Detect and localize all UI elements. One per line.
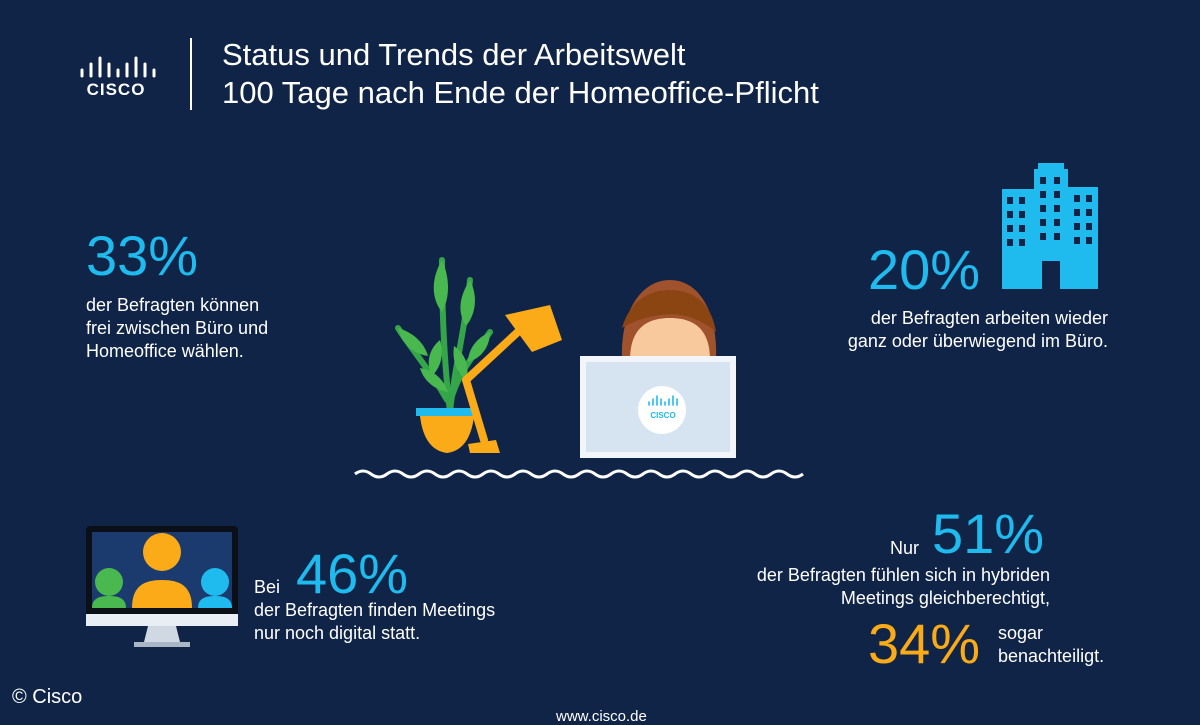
copyright-text: © Cisco [12, 686, 83, 708]
stat-51-text: der Befragten fühlen sich in hybriden Me… [690, 564, 1050, 610]
stat-33-value: 33% [86, 224, 199, 287]
stat-46-text: der Befragten finden Meetings nur noch d… [254, 599, 495, 645]
plant-icon [395, 257, 493, 453]
desk-lamp-icon [462, 305, 562, 453]
cisco-logo-text: CISCO [86, 80, 146, 99]
stat-46-prefix: Bei [254, 577, 281, 597]
stat-46-value: 46% [296, 542, 409, 605]
stat-51-line: Meetings gleichberechtigt, [840, 588, 1050, 608]
header-divider [190, 38, 192, 110]
desk-wave [354, 469, 804, 479]
video-meeting-monitor-icon [86, 526, 238, 647]
title-line-1: Status und Trends der Arbeitswelt [222, 37, 686, 72]
footer-url[interactable]: www.cisco.de [556, 708, 647, 725]
stat-34-line: sogar [998, 623, 1044, 643]
stat-20-line: ganz oder überwiegend im Büro. [847, 331, 1108, 351]
stat-34-line: benachteiligt. [998, 646, 1105, 666]
stat-33-text: der Befragten können frei zwischen Büro … [86, 294, 268, 363]
stat-33-line: der Befragten können [86, 295, 260, 315]
stat-33-line: Homeoffice wählen. [86, 341, 244, 361]
stat-34-value: 34% [868, 612, 981, 675]
title-line-2: 100 Tage nach Ende der Homeoffice-Pflich… [222, 75, 819, 110]
office-building-icon [1002, 163, 1098, 289]
stat-34-text: sogar benachteiligt. [998, 622, 1104, 668]
stat-20-line: der Befragten arbeiten wieder [870, 308, 1108, 328]
cisco-logo-icon [80, 56, 156, 78]
person-icon [621, 280, 717, 360]
stat-51-value: 51% [932, 502, 1045, 565]
stat-20-text: der Befragten arbeiten wieder ganz oder … [780, 307, 1108, 353]
stat-20-value: 20% [868, 238, 981, 301]
stat-46-line: nur noch digital statt. [254, 623, 421, 643]
workspace-illustration: CISCO [354, 257, 804, 479]
stat-51-line: der Befragten fühlen sich in hybriden [756, 565, 1050, 585]
stat-51-prefix: Nur [890, 538, 920, 558]
page-title: Status und Trends der Arbeitswelt 100 Ta… [222, 36, 819, 112]
stat-33-line: frei zwischen Büro und [86, 318, 269, 338]
stat-46-line: der Befragten finden Meetings [254, 600, 496, 620]
monitor-logo-text: CISCO [650, 411, 675, 420]
laptop-icon: CISCO [580, 356, 736, 458]
